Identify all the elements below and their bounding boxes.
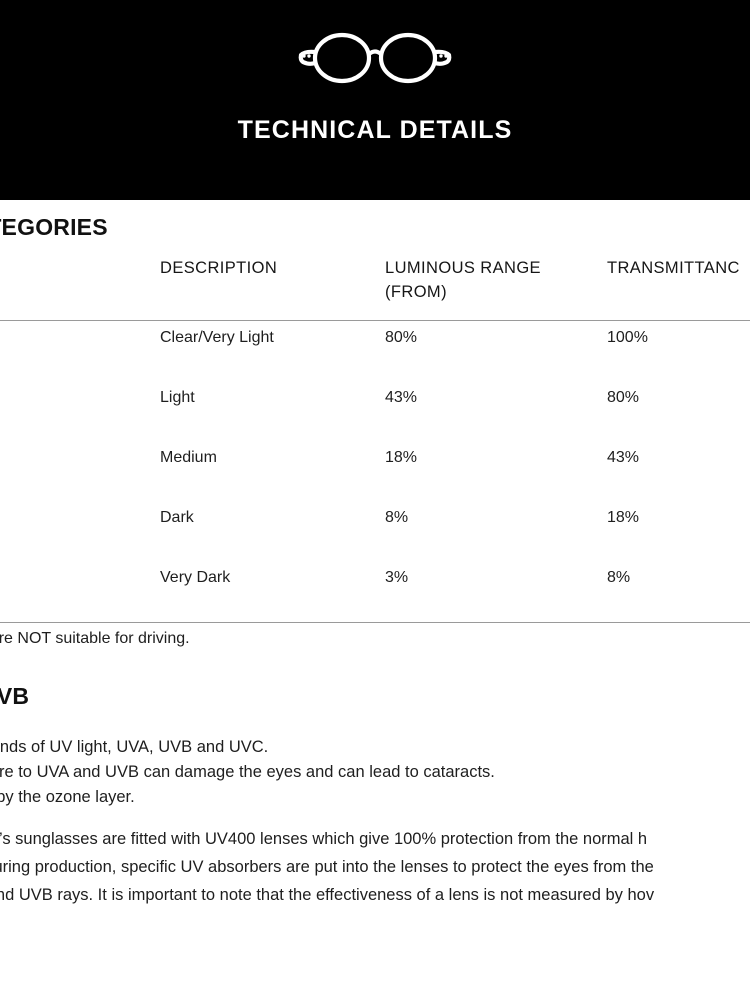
uv-intro-line: bsorbed by the ozone layer. (0, 788, 135, 806)
cell-description: Dark (160, 509, 194, 526)
cell-luminous-from: 80% (385, 329, 418, 346)
filter-categories-heading: R CATEGORIES (0, 214, 108, 240)
uv-paragraph-line: ondottica’s sunglasses are fitted with U… (0, 830, 648, 848)
cell-luminous-from: 18% (385, 449, 418, 466)
column-header-transmittance: TRANSMITTANC (607, 259, 740, 277)
uv-paragraph-line: e sun. During production, specific UV ab… (0, 857, 654, 876)
table-row: Medium 18% 43% (0, 448, 750, 508)
column-header-luminous-range-line1: LUMINOUS RANGE (385, 259, 541, 277)
cell-description: Medium (160, 449, 217, 466)
table-row: Dark 8% 18% (0, 508, 750, 568)
cell-transmittance: 80% (607, 389, 640, 406)
cell-description: Clear/Very Light (160, 329, 274, 346)
table-top-divider (0, 320, 750, 321)
cell-luminous-from: 3% (385, 569, 409, 586)
document-body: R CATEGORIES CAT DESCRIPTION LUMINOUS RA… (0, 200, 750, 1000)
table-row: Very Dark 3% 8% (0, 568, 750, 628)
page-title: TECHNICAL DETAILS (237, 116, 513, 144)
uv-section-heading: and UVB (0, 683, 30, 709)
column-header-description: DESCRIPTION (160, 259, 278, 277)
cell-description: Very Dark (160, 569, 231, 586)
uv-paragraph-line: ey are. (0, 911, 750, 934)
uv-intro-line: e three kinds of UV light, UVA, UVB and … (0, 738, 269, 756)
uv-paragraph-line: of UVA and UVB rays. It is important to … (0, 885, 655, 904)
cell-luminous-from: 43% (385, 389, 418, 406)
eyeglasses-icon (298, 32, 452, 84)
hero-banner: TECHNICAL DETAILS (0, 0, 750, 200)
table-row: Light 43% 80% (0, 388, 750, 448)
table-row: Clear/Very Light 80% 100% (0, 328, 750, 388)
column-header-cat: CAT (0, 256, 82, 280)
cell-description: Light (160, 389, 195, 406)
table-header-row: CAT DESCRIPTION LUMINOUS RANGE (FROM) TR… (0, 256, 750, 316)
uv-intro-line: d exposure to UVA and UVB can damage the… (0, 763, 495, 781)
cell-transmittance: 43% (607, 449, 640, 466)
cell-transmittance: 18% (607, 509, 640, 526)
cell-transmittance: 100% (607, 329, 648, 346)
column-header-luminous-range-line2: (FROM) (385, 283, 447, 302)
column-header-luminous-range: LUMINOUS RANGE (FROM) (385, 256, 585, 305)
table-footnote: egory 4 are NOT suitable for driving. (0, 630, 190, 647)
table-bottom-divider (0, 622, 750, 623)
uv-paragraph: ondottica’s sunglasses are fitted with U… (0, 828, 750, 939)
cell-transmittance: 8% (607, 569, 631, 586)
cell-luminous-from: 8% (385, 509, 409, 526)
